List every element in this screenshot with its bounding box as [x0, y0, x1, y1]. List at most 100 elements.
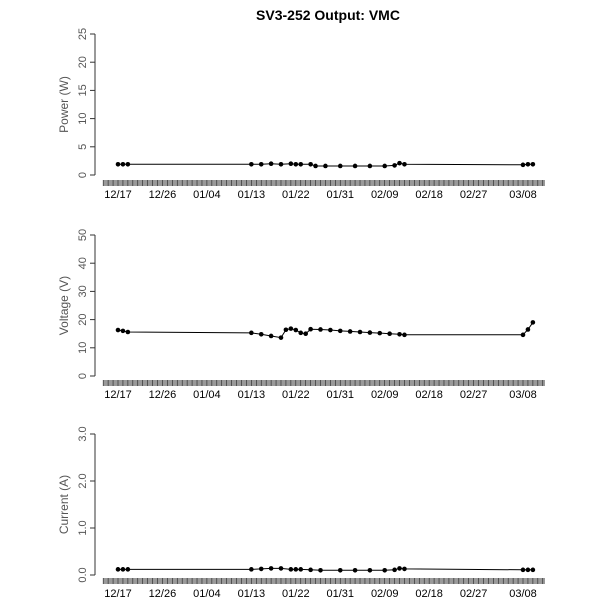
data-point-current: [249, 567, 254, 572]
data-point-current: [120, 567, 126, 572]
data-point-power: [337, 163, 343, 169]
data-point-current: [268, 566, 274, 571]
x-tick-label-current: 12/17: [104, 588, 132, 600]
data-point-power: [125, 161, 131, 167]
x-tick-label-power: 01/22: [282, 189, 310, 201]
x-tick-label-voltage: 02/18: [415, 389, 443, 401]
data-point-voltage: [367, 330, 373, 335]
x-tick-label-power: 02/18: [415, 189, 443, 201]
data-point-power: [352, 163, 358, 169]
y-tick-label-power: 0: [77, 172, 89, 178]
data-point-power: [323, 163, 328, 169]
y-tick-label-power: 20: [77, 56, 89, 68]
x-tick-label-voltage: 02/09: [371, 389, 399, 401]
data-point-power: [258, 161, 264, 167]
x-tick-label-power: 01/04: [193, 189, 221, 201]
x-tick-label-current: 01/31: [326, 588, 354, 600]
x-tick-label-current: 01/22: [282, 588, 310, 600]
data-point-current: [115, 567, 121, 572]
chart-title: SV3-252 Output: VMC: [256, 7, 400, 23]
x-tick-label-current: 01/13: [238, 588, 266, 600]
data-point-power: [530, 161, 536, 167]
y-tick-label-current: 0.0: [77, 567, 89, 582]
data-point-voltage: [308, 326, 313, 332]
date-strip-power: [103, 180, 546, 186]
date-strip-current: [103, 578, 546, 584]
data-point-current: [352, 568, 358, 573]
data-point-voltage: [525, 327, 531, 332]
data-point-voltage: [115, 327, 121, 333]
data-point-voltage: [303, 331, 308, 337]
data-point-current: [402, 566, 407, 572]
x-tick-label-power: 03/08: [509, 189, 537, 201]
y-tick-label-power: 5: [77, 144, 89, 150]
data-point-current: [337, 568, 343, 573]
data-point-voltage: [328, 327, 333, 333]
y-tick-label-current: 1.0: [77, 520, 89, 535]
data-point-voltage: [397, 331, 402, 337]
series-line-voltage: [117, 322, 534, 339]
y-tick-label-power: 10: [77, 112, 89, 124]
data-point-voltage: [258, 331, 264, 337]
data-point-current: [392, 567, 397, 573]
data-point-current: [288, 567, 294, 572]
data-point-voltage: [318, 327, 323, 332]
data-point-voltage: [347, 329, 353, 334]
data-point-power: [115, 161, 121, 167]
x-tick-label-power: 01/31: [326, 189, 354, 201]
x-tick-label-power: 02/09: [371, 189, 399, 201]
x-tick-label-power: 12/17: [104, 189, 132, 201]
data-point-current: [308, 567, 313, 573]
y-axis-label-current: Current (A): [57, 475, 71, 534]
x-tick-label-current: 02/27: [460, 588, 488, 600]
data-point-current: [367, 568, 373, 573]
data-point-current: [298, 567, 304, 572]
data-point-power: [249, 161, 254, 167]
y-tick-label-voltage: 10: [77, 342, 89, 354]
y-tick-label-current: 2.0: [77, 473, 89, 488]
data-point-voltage: [249, 330, 254, 336]
y-tick-label-voltage: 50: [77, 229, 89, 241]
y-tick-label-current: 3.0: [77, 426, 89, 441]
x-tick-label-power: 01/13: [238, 189, 266, 201]
data-point-voltage: [288, 326, 294, 331]
data-point-current: [530, 567, 536, 573]
data-point-power: [268, 161, 274, 167]
series-line-current: [118, 567, 533, 571]
data-point-voltage: [120, 328, 126, 334]
data-point-current: [278, 566, 284, 571]
data-point-voltage: [377, 330, 383, 336]
data-point-power: [402, 161, 407, 167]
x-tick-label-current: 02/09: [371, 588, 399, 600]
data-point-voltage: [283, 327, 289, 333]
x-tick-label-voltage: 02/27: [460, 389, 488, 401]
data-point-power: [392, 163, 397, 168]
x-tick-label-current: 02/18: [415, 588, 443, 600]
y-axis-label-power: Power (W): [57, 76, 71, 133]
y-tick-label-power: 15: [77, 84, 89, 96]
data-point-current: [293, 567, 299, 572]
data-point-power: [313, 163, 318, 169]
data-point-power: [298, 161, 304, 167]
data-point-voltage: [530, 320, 536, 325]
data-point-power: [278, 161, 284, 167]
data-point-power: [367, 163, 373, 169]
y-tick-label-voltage: 0: [77, 373, 89, 379]
data-point-voltage: [293, 327, 299, 333]
x-tick-label-power: 02/27: [460, 189, 488, 201]
x-tick-label-voltage: 01/04: [193, 389, 221, 401]
data-point-voltage: [402, 332, 407, 338]
data-point-power: [288, 161, 294, 167]
data-point-voltage: [268, 333, 274, 339]
data-point-power: [120, 161, 126, 167]
data-point-voltage: [278, 335, 284, 340]
data-point-current: [258, 566, 264, 572]
data-point-power: [525, 161, 531, 167]
y-tick-label-voltage: 20: [77, 313, 89, 325]
data-point-voltage: [337, 328, 343, 334]
x-tick-label-current: 12/26: [149, 588, 177, 600]
data-point-voltage: [357, 329, 363, 335]
data-point-power: [397, 160, 402, 166]
data-point-voltage: [298, 330, 304, 336]
